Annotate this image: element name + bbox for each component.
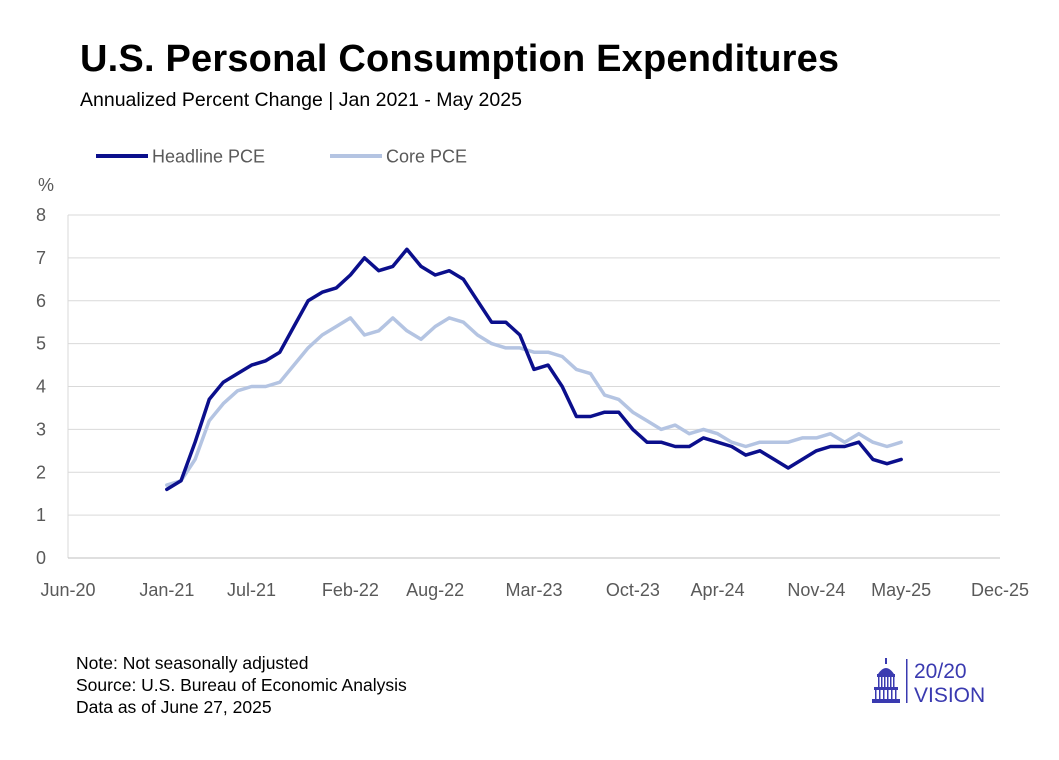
series-line-core-pce: [165, 316, 903, 487]
capitol-dome-icon: [872, 658, 900, 703]
legend-label: Headline PCE: [152, 147, 265, 167]
x-tick-label: Dec-25: [971, 580, 1029, 600]
y-tick-label: 0: [36, 548, 46, 568]
y-axis-ticks: 0 1 2 3 4 5 6 7 8: [36, 205, 46, 568]
y-tick-label: 7: [36, 248, 46, 268]
chart-legend: Headline PCE Core PCE: [96, 147, 467, 167]
x-tick-label: May-25: [871, 580, 931, 600]
x-axis-ticks: Jun-20 Jan-21 Jul-21 Feb-22 Aug-22 Mar-23 Oct-…: [40, 580, 1029, 600]
series-line-headline-pce: [165, 247, 903, 492]
chart-subtitle: Annualized Percent Change | Jan 2021 - M…: [80, 89, 522, 111]
y-tick-label: 5: [36, 334, 46, 354]
x-tick-label: Jul-21: [227, 580, 276, 600]
source-line: Source: U.S. Bureau of Economic Analysis: [76, 675, 407, 695]
y-tick-label: 1: [36, 505, 46, 525]
y-tick-label: 3: [36, 419, 46, 439]
x-tick-label: Mar-23: [505, 580, 562, 600]
y-axis-label: %: [38, 175, 54, 195]
y-tick-label: 2: [36, 462, 46, 482]
logo-divider: [906, 659, 908, 703]
legend-label: Core PCE: [386, 147, 467, 167]
y-tick-label: 8: [36, 205, 46, 225]
x-tick-label: Jun-20: [40, 580, 95, 600]
logo-text-top: 20/20: [914, 660, 967, 683]
x-tick-label: Aug-22: [406, 580, 464, 600]
x-tick-label: Feb-22: [322, 580, 379, 600]
series-lines: [165, 247, 903, 492]
data-date-line: Data as of June 27, 2025: [76, 697, 272, 717]
x-tick-label: Jan-21: [139, 580, 194, 600]
x-tick-label: Oct-23: [606, 580, 660, 600]
chart-title: U.S. Personal Consumption Expenditures: [80, 38, 840, 80]
x-tick-label: Apr-24: [691, 580, 745, 600]
y-tick-label: 6: [36, 291, 46, 311]
note-line: Note: Not seasonally adjusted: [76, 653, 309, 673]
pce-line-chart: Headline PCE Core PCE 0 1 2 3 4 5 6 7 8 Jun-20 Jan…: [36, 147, 1029, 601]
y-tick-label: 4: [36, 377, 46, 397]
x-tick-label: Nov-24: [787, 580, 845, 600]
chart-notes: Note: Not seasonally adjusted Source: U.…: [76, 652, 407, 718]
grid-lines: [67, 214, 1000, 559]
logo-text-bottom: VISION: [914, 684, 985, 707]
logo-2020-vision: 20/20 VISION: [872, 658, 985, 707]
